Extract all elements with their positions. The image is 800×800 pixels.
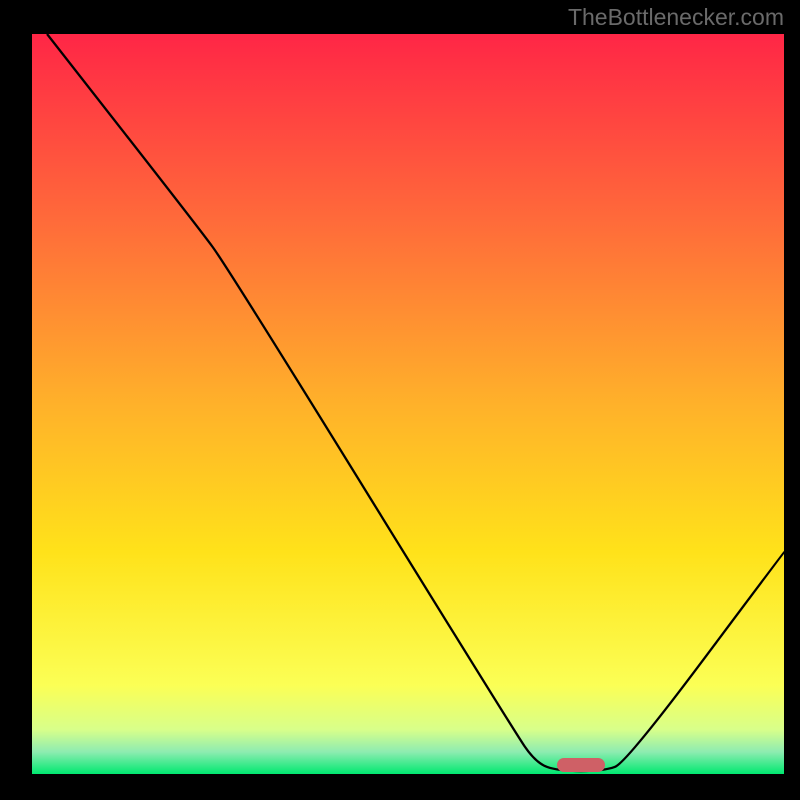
bottleneck-chart bbox=[32, 34, 784, 774]
bottleneck-curve bbox=[47, 34, 784, 771]
watermark-text: TheBottlenecker.com bbox=[568, 4, 784, 31]
optimal-marker bbox=[557, 758, 605, 772]
curve-layer bbox=[32, 34, 784, 774]
